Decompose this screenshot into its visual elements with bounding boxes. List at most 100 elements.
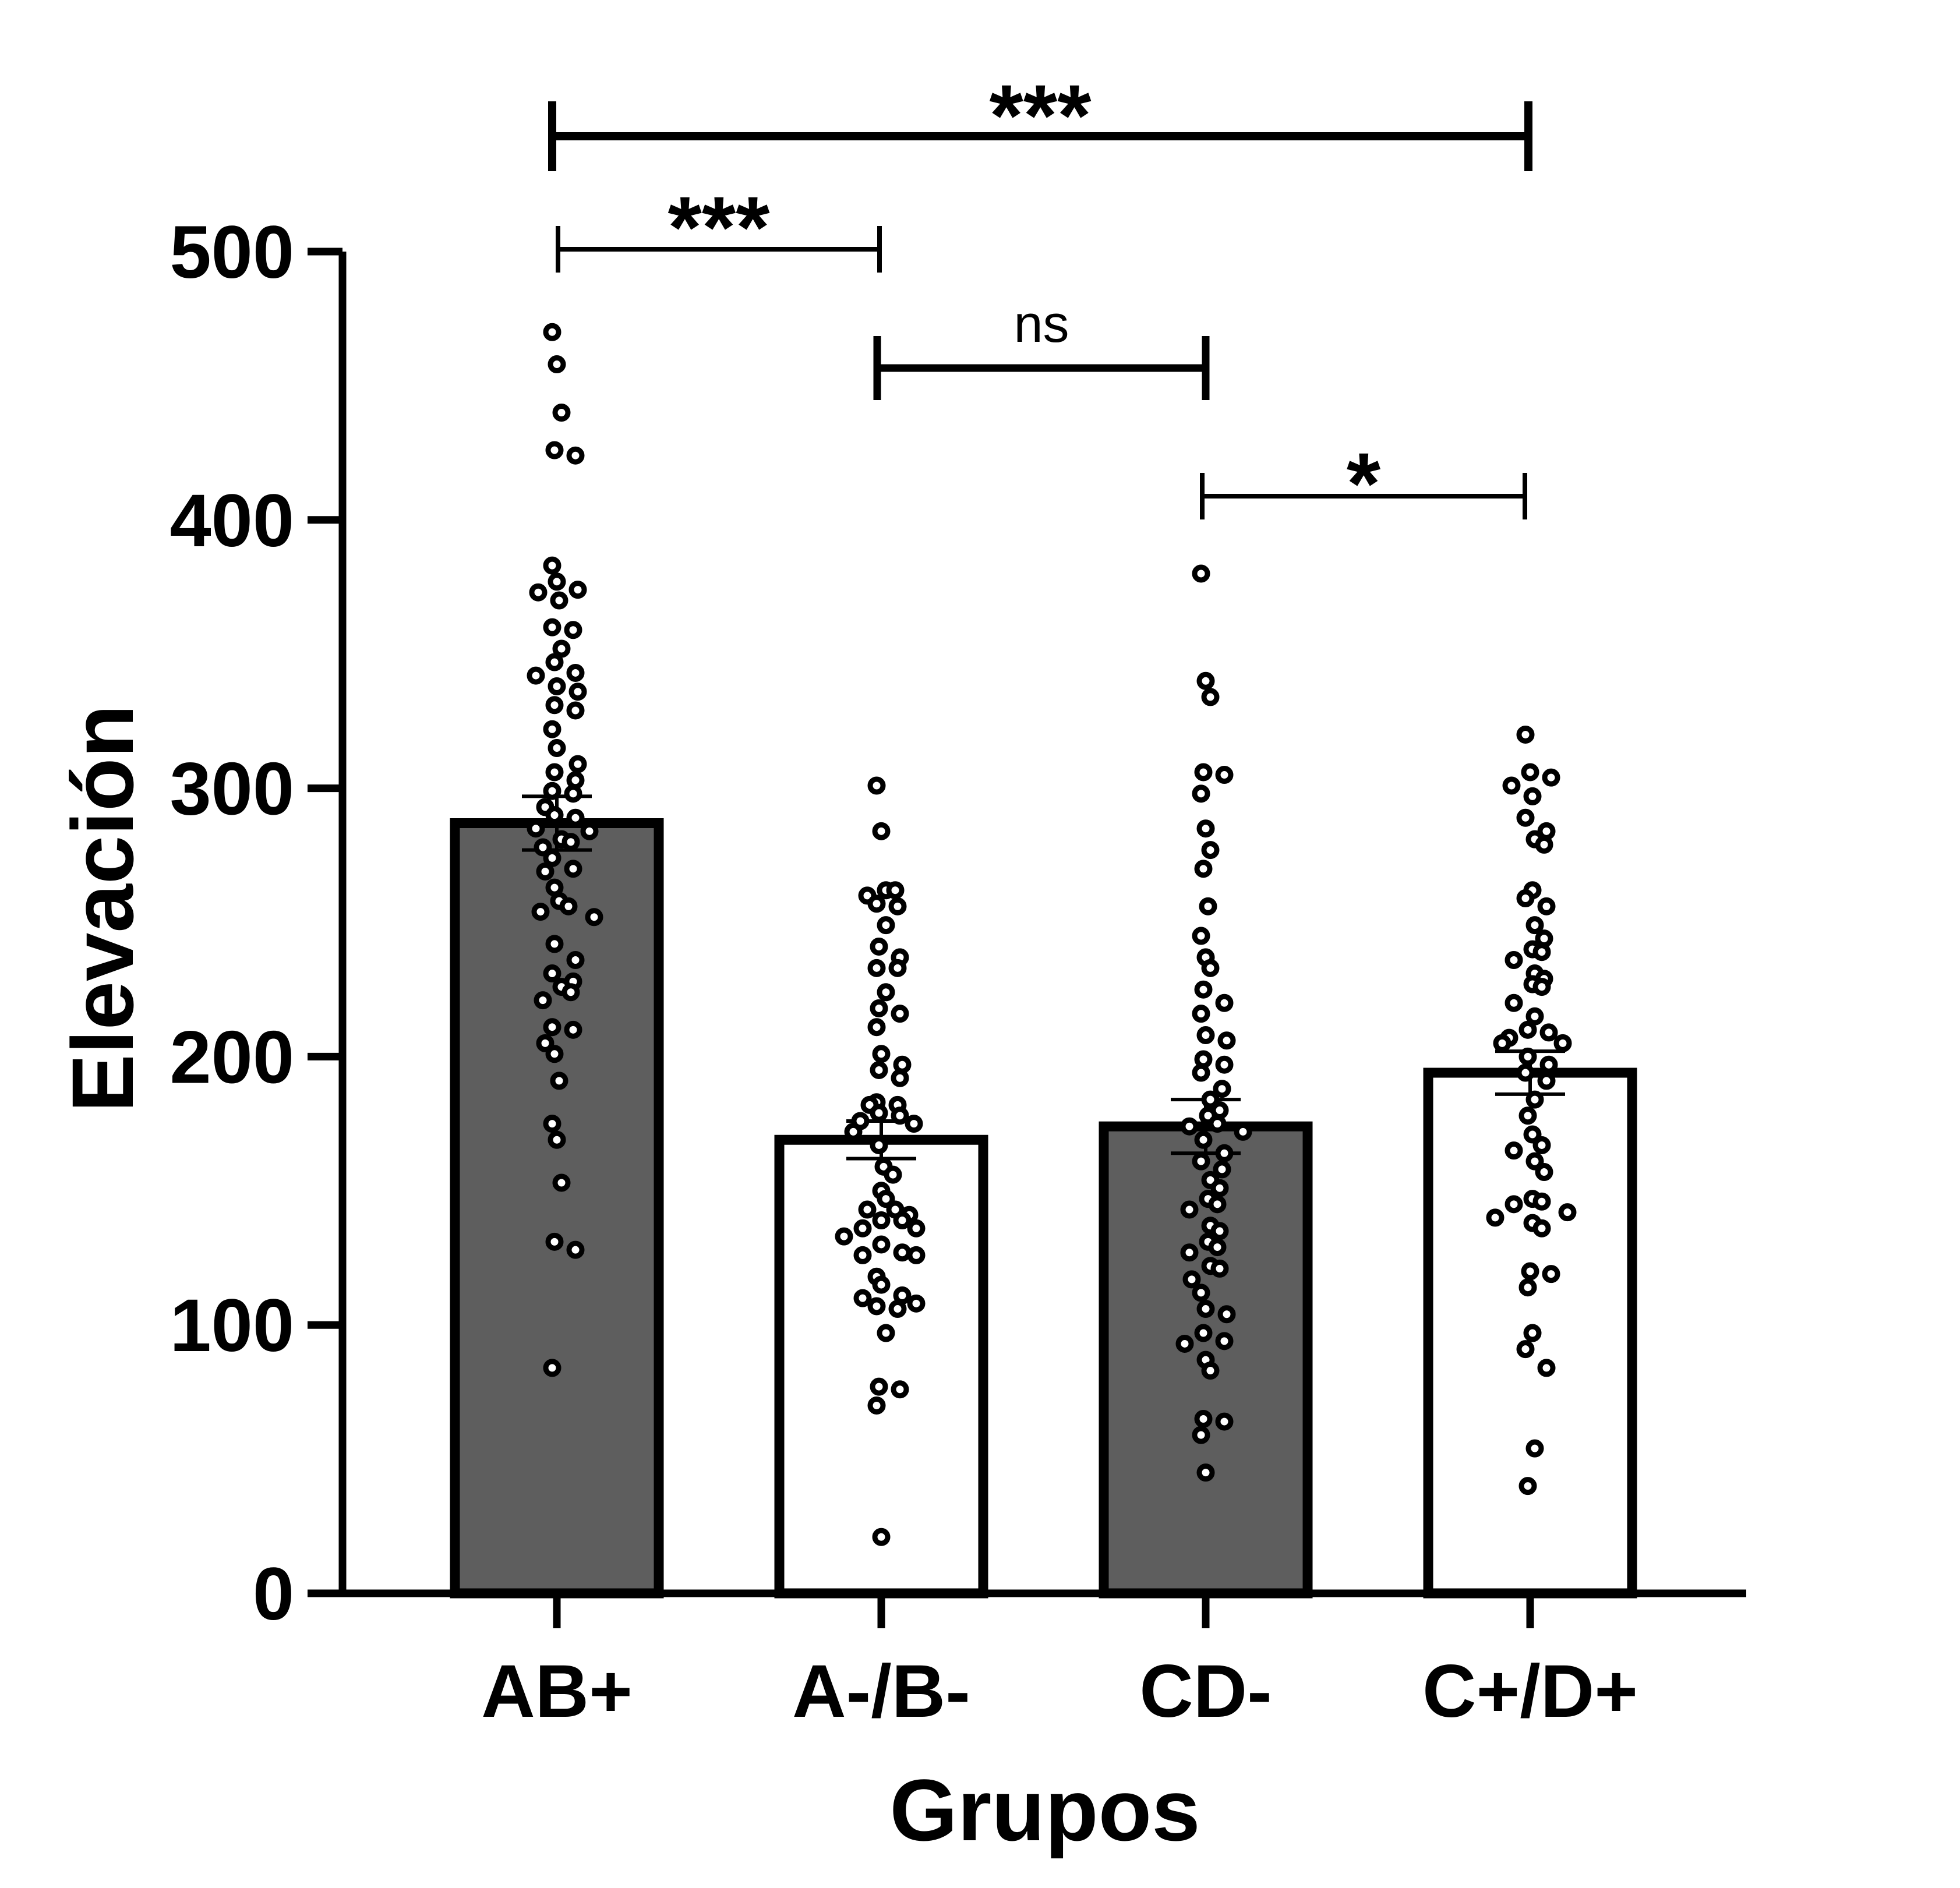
data-point [893,1243,912,1262]
data-point [1523,1125,1542,1144]
x-tick-label-cdneg: CD- [1139,1650,1272,1733]
data-point [1201,1362,1220,1380]
data-point [888,959,907,977]
data-point [580,822,599,840]
data-point [1215,1412,1234,1431]
data-point [536,1034,555,1052]
data-point [543,1359,561,1377]
error-bars [522,794,1565,1161]
data-point [872,1528,891,1546]
data-point [1521,763,1539,782]
data-point [1194,860,1213,878]
data-point [891,1106,909,1125]
data-point [1201,959,1220,977]
data-point [1208,1115,1227,1133]
data-point [1532,943,1551,961]
data-point [1192,1426,1210,1444]
data-point [884,1165,902,1184]
bar-aneg-bneg [774,1134,988,1599]
data-point [1532,1219,1551,1238]
data-point [552,1173,571,1192]
data-point [1537,1072,1556,1090]
x-tick-label-aneg-bneg: A-/B- [792,1650,970,1733]
data-point [1210,1222,1229,1240]
data-point [527,819,545,838]
data-point [1215,1332,1234,1350]
data-point [585,908,603,927]
data-point [888,1300,907,1318]
data-point [1175,1334,1194,1353]
data-point [1505,1195,1523,1214]
data-point [1192,1284,1210,1302]
data-point [543,1115,561,1133]
data-point [545,763,564,782]
data-point [1196,671,1215,690]
data-point [548,677,566,695]
data-point [1525,1090,1544,1109]
data-point [1502,776,1521,795]
data-point [568,755,587,773]
data-point [853,1219,872,1238]
data-point [1516,1340,1535,1359]
significance-bracket: * [1200,434,1527,532]
data-point [1535,929,1553,948]
data-point [1516,725,1535,744]
data-point [877,1190,895,1208]
data-point [548,738,566,757]
data-point [545,806,564,825]
significance-bracket: *** [556,178,882,276]
data-point [1208,1195,1227,1214]
data-point [1535,1163,1553,1182]
data-point [867,1297,886,1316]
significance-label: * [1347,434,1381,532]
data-point [1196,1463,1215,1482]
data-point [872,1235,891,1254]
data-point [566,446,585,465]
significance-label: *** [668,178,770,276]
data-point [867,1396,886,1415]
data-point [1215,1144,1234,1162]
data-point [1217,1305,1236,1324]
data-point [867,894,886,913]
y-tick-label: 400 [169,479,294,563]
data-point [853,1246,872,1264]
data-point [564,784,582,803]
data-point [1199,897,1217,915]
data-point [1196,1026,1215,1045]
data-point [543,1018,561,1037]
data-point [1518,1047,1537,1066]
data-point [872,1275,891,1294]
data-point [1516,889,1535,908]
data-point [891,1069,909,1087]
data-point [877,916,895,935]
data-point [1217,1031,1236,1050]
data-point [1523,787,1542,805]
data-point [844,1122,863,1141]
data-point [543,782,561,800]
data-point [1194,1409,1213,1428]
significance-label: ns [1013,295,1069,353]
data-point [905,1115,923,1133]
data-point [561,833,580,851]
data-point [550,591,568,610]
data-point [1208,1238,1227,1257]
data-point [1558,1203,1577,1222]
data-point [1516,1063,1535,1082]
data-point [1192,1005,1210,1023]
y-tick-label: 500 [169,211,294,294]
data-point [1525,916,1544,935]
y-tick-label: 300 [169,748,294,831]
data-point [531,903,550,921]
data-points [527,323,1577,1546]
data-point [1201,1090,1220,1109]
data-point [1518,1106,1537,1125]
data-point [877,983,895,1002]
data-point [1518,1477,1537,1495]
data-point [543,848,561,867]
data-point [1192,927,1210,945]
data-point [1215,994,1234,1012]
y-tick-label: 100 [169,1284,294,1367]
data-point [1194,1324,1213,1342]
x-tick-label-abpos: AB+ [481,1650,633,1733]
data-point [907,1219,926,1238]
